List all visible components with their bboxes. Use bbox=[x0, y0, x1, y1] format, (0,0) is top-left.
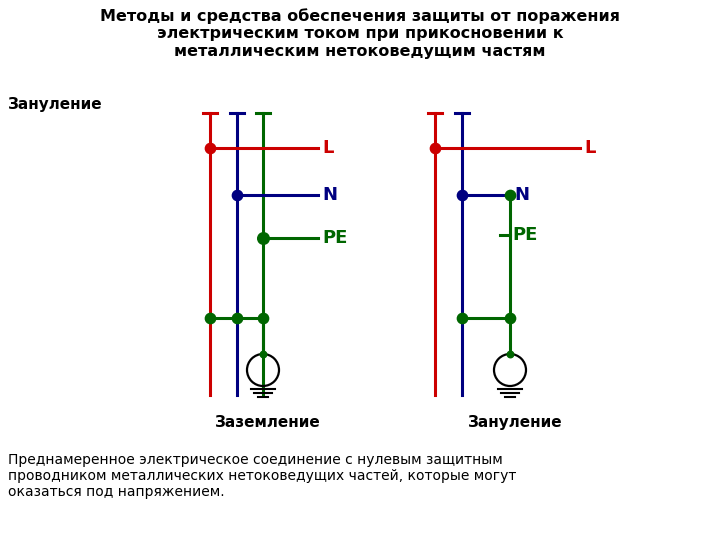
Point bbox=[231, 314, 243, 322]
Text: L: L bbox=[322, 139, 333, 157]
Text: N: N bbox=[514, 186, 529, 204]
Text: PE: PE bbox=[512, 226, 537, 244]
Point bbox=[456, 191, 468, 199]
Point bbox=[204, 314, 216, 322]
Text: L: L bbox=[584, 139, 595, 157]
Point bbox=[257, 234, 269, 242]
Point bbox=[504, 350, 516, 359]
Text: Зануление: Зануление bbox=[468, 415, 562, 430]
Point bbox=[204, 144, 216, 152]
Text: Методы и средства обеспечения защиты от поражения
электрическим током при прикос: Методы и средства обеспечения защиты от … bbox=[100, 8, 620, 58]
Text: N: N bbox=[322, 186, 337, 204]
Point bbox=[257, 314, 269, 322]
Point bbox=[456, 314, 468, 322]
Text: Заземление: Заземление bbox=[215, 415, 321, 430]
Point bbox=[231, 191, 243, 199]
Point bbox=[429, 144, 441, 152]
Text: PE: PE bbox=[322, 229, 347, 247]
Text: Зануление: Зануление bbox=[8, 97, 103, 112]
Point bbox=[504, 191, 516, 199]
Point bbox=[257, 350, 269, 359]
Point bbox=[504, 314, 516, 322]
Text: Преднамеренное электрическое соединение с нулевым защитным
проводником металличе: Преднамеренное электрическое соединение … bbox=[8, 453, 516, 500]
